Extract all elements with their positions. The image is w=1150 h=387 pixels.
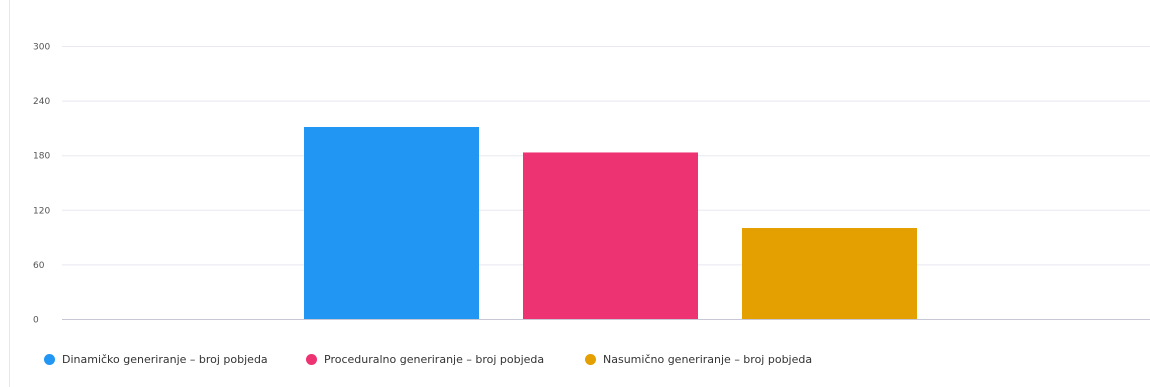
- legend: Dinamičko generiranje – broj pobjeda Pro…: [44, 351, 812, 367]
- legend-dot-dinamicko: [44, 353, 55, 365]
- legend-item-proceduralno[interactable]: Proceduralno generiranje – broj pobjeda: [306, 353, 585, 366]
- bar-1[interactable]: [304, 126, 479, 320]
- y-axis-ticks: 0 60 120 180 240 300: [33, 43, 50, 326]
- legend-label-nasumicno: Nasumično generiranje – broj pobjeda: [603, 352, 813, 366]
- y-tick-label: 300: [33, 43, 50, 53]
- legend-item-dinamicko[interactable]: Dinamičko generiranje – broj pobjeda: [44, 353, 306, 366]
- bar-chart: 0 60 120 180 240 300: [33, 43, 1150, 326]
- legend-dot-nasumicno: [585, 353, 596, 365]
- legend-label-proceduralno: Proceduralno generiranje – broj pobjeda: [324, 352, 545, 366]
- bar-3[interactable]: [742, 228, 917, 319]
- y-tick-label: 60: [33, 261, 45, 271]
- y-tick-label: 0: [33, 316, 39, 326]
- legend-label-dinamicko: Dinamičko generiranje – broj pobjeda: [62, 352, 268, 366]
- y-tick-label: 240: [33, 97, 50, 107]
- legend-item-nasumicno[interactable]: Nasumično generiranje – broj pobjeda: [585, 353, 812, 366]
- bar-2[interactable]: [523, 152, 698, 319]
- legend-dot-proceduralno: [306, 353, 317, 365]
- chart-left-border: [9, 0, 10, 387]
- y-tick-label: 180: [33, 152, 50, 162]
- y-tick-label: 120: [33, 206, 50, 216]
- bars: [304, 126, 917, 320]
- grid-lines: [62, 46, 1150, 320]
